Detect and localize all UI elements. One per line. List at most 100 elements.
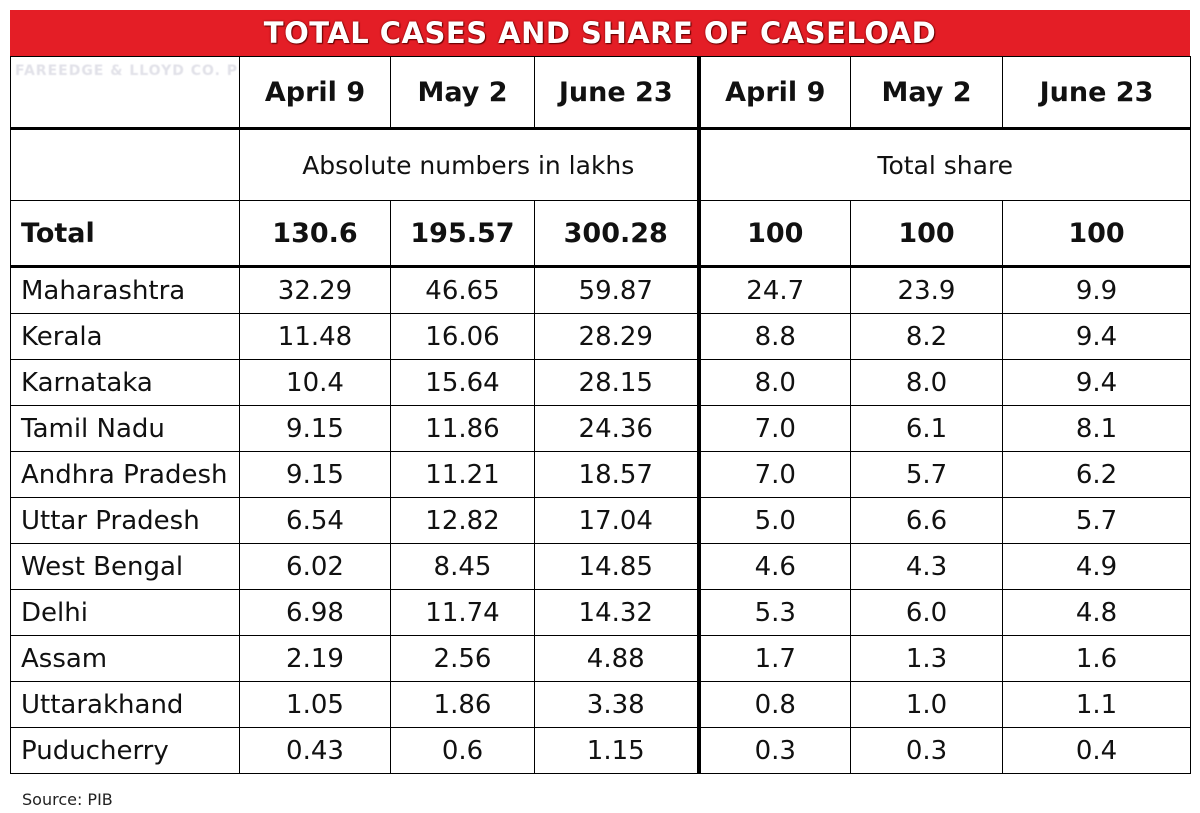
absolute-april-9: 0.43 [239, 727, 391, 774]
caseload-table: FAREEDGE & LLOYD CO. PROJECT TRACKER Apr… [10, 56, 1191, 774]
state-name: Uttarakhand [10, 681, 240, 728]
share-may-2: 6.6 [850, 497, 1003, 544]
absolute-june-23: 4.88 [534, 635, 701, 682]
state-name: Tamil Nadu [10, 405, 240, 452]
share-april-9: 0.8 [698, 681, 851, 728]
absolute-june-23: 18.57 [534, 451, 701, 498]
absolute-may-2: 2.56 [390, 635, 535, 682]
state-name: Maharashtra [10, 266, 240, 314]
share-april-9: 5.3 [698, 589, 851, 636]
share-june-23: 9.9 [1002, 266, 1191, 314]
absolute-june-23: 28.15 [534, 359, 701, 406]
table-row: Uttar Pradesh 6.54 12.82 17.04 5.0 6.6 5.7 [10, 497, 1191, 544]
table-row: Assam 2.19 2.56 4.88 1.7 1.3 1.6 [10, 635, 1191, 682]
header-share-may-2: May 2 [850, 56, 1003, 130]
share-may-2: 6.1 [850, 405, 1003, 452]
table-row: Tamil Nadu 9.15 11.86 24.36 7.0 6.1 8.1 [10, 405, 1191, 452]
absolute-may-2: 46.65 [390, 266, 535, 314]
share-may-2: 4.3 [850, 543, 1003, 590]
share-may-2: 23.9 [850, 266, 1003, 314]
share-april-9: 1.7 [698, 635, 851, 682]
header-absolute-april-9: April 9 [239, 56, 391, 130]
table-row: Maharashtra 32.29 46.65 59.87 24.7 23.9 9.9 [10, 266, 1191, 314]
share-june-23: 5.7 [1002, 497, 1191, 544]
share-june-23: 6.2 [1002, 451, 1191, 498]
absolute-april-9: 11.48 [239, 313, 391, 360]
corner-cell: FAREEDGE & LLOYD CO. PROJECT TRACKER [10, 56, 240, 130]
absolute-may-2: 8.45 [390, 543, 535, 590]
absolute-may-2: 12.82 [390, 497, 535, 544]
state-name: West Bengal [10, 543, 240, 590]
share-april-9: 8.0 [698, 359, 851, 406]
units-blank-cell [10, 128, 240, 201]
share-may-2: 8.0 [850, 359, 1003, 406]
absolute-june-23: 28.29 [534, 313, 701, 360]
share-june-23: 9.4 [1002, 359, 1191, 406]
share-april-9: 7.0 [698, 451, 851, 498]
share-may-2: 1.0 [850, 681, 1003, 728]
share-june-23: 4.9 [1002, 543, 1191, 590]
share-june-23: 9.4 [1002, 313, 1191, 360]
share-june-23: 0.4 [1002, 727, 1191, 774]
share-may-2: 5.7 [850, 451, 1003, 498]
units-row: Absolute numbers in lakhs Total share [10, 128, 1191, 201]
state-name: Delhi [10, 589, 240, 636]
absolute-may-2: 11.74 [390, 589, 535, 636]
header-share-june-23: June 23 [1002, 56, 1191, 130]
total-share-may-2: 100 [850, 200, 1003, 268]
faded-header-text: FAREEDGE & LLOYD CO. PROJECT TRACKER [15, 63, 239, 79]
absolute-april-9: 10.4 [239, 359, 391, 406]
absolute-june-23: 17.04 [534, 497, 701, 544]
state-name: Uttar Pradesh [10, 497, 240, 544]
table-row: Delhi 6.98 11.74 14.32 5.3 6.0 4.8 [10, 589, 1191, 636]
header-absolute-may-2: May 2 [390, 56, 535, 130]
share-april-9: 24.7 [698, 266, 851, 314]
state-name: Andhra Pradesh [10, 451, 240, 498]
table-title: TOTAL CASES AND SHARE OF CASELOAD [263, 16, 937, 50]
share-may-2: 1.3 [850, 635, 1003, 682]
title-banner: TOTAL CASES AND SHARE OF CASELOAD [10, 10, 1190, 56]
share-may-2: 0.3 [850, 727, 1003, 774]
total-absolute-may-2: 195.57 [390, 200, 535, 268]
absolute-april-9: 6.98 [239, 589, 391, 636]
total-row: Total 130.6 195.57 300.28 100 100 100 [10, 200, 1191, 268]
absolute-april-9: 6.02 [239, 543, 391, 590]
absolute-june-23: 59.87 [534, 266, 701, 314]
absolute-may-2: 16.06 [390, 313, 535, 360]
share-june-23: 8.1 [1002, 405, 1191, 452]
share-april-9: 5.0 [698, 497, 851, 544]
share-april-9: 0.3 [698, 727, 851, 774]
table-row: Kerala 11.48 16.06 28.29 8.8 8.2 9.4 [10, 313, 1191, 360]
absolute-april-9: 2.19 [239, 635, 391, 682]
share-april-9: 7.0 [698, 405, 851, 452]
date-header-row: FAREEDGE & LLOYD CO. PROJECT TRACKER Apr… [10, 56, 1191, 130]
absolute-may-2: 11.86 [390, 405, 535, 452]
share-june-23: 4.8 [1002, 589, 1191, 636]
absolute-may-2: 15.64 [390, 359, 535, 406]
absolute-june-23: 14.32 [534, 589, 701, 636]
state-name: Assam [10, 635, 240, 682]
total-share-label: Total share [698, 128, 1191, 201]
share-june-23: 1.1 [1002, 681, 1191, 728]
table-row: Uttarakhand 1.05 1.86 3.38 0.8 1.0 1.1 [10, 681, 1191, 728]
table-row: Karnataka 10.4 15.64 28.15 8.0 8.0 9.4 [10, 359, 1191, 406]
absolute-april-9: 32.29 [239, 266, 391, 314]
absolute-april-9: 9.15 [239, 451, 391, 498]
absolute-june-23: 1.15 [534, 727, 701, 774]
share-may-2: 6.0 [850, 589, 1003, 636]
absolute-june-23: 14.85 [534, 543, 701, 590]
total-absolute-april-9: 130.6 [239, 200, 391, 268]
state-name: Puducherry [10, 727, 240, 774]
table-row: West Bengal 6.02 8.45 14.85 4.6 4.3 4.9 [10, 543, 1191, 590]
table-row: Puducherry 0.43 0.6 1.15 0.3 0.3 0.4 [10, 727, 1191, 774]
share-april-9: 8.8 [698, 313, 851, 360]
table-row: Andhra Pradesh 9.15 11.21 18.57 7.0 5.7 6.2 [10, 451, 1191, 498]
absolute-april-9: 6.54 [239, 497, 391, 544]
share-june-23: 1.6 [1002, 635, 1191, 682]
header-share-april-9: April 9 [698, 56, 851, 130]
total-share-april-9: 100 [698, 200, 851, 268]
absolute-numbers-label: Absolute numbers in lakhs [239, 128, 701, 201]
total-share-june-23: 100 [1002, 200, 1191, 268]
state-name: Kerala [10, 313, 240, 360]
source-note: Source: PIB [22, 790, 113, 809]
